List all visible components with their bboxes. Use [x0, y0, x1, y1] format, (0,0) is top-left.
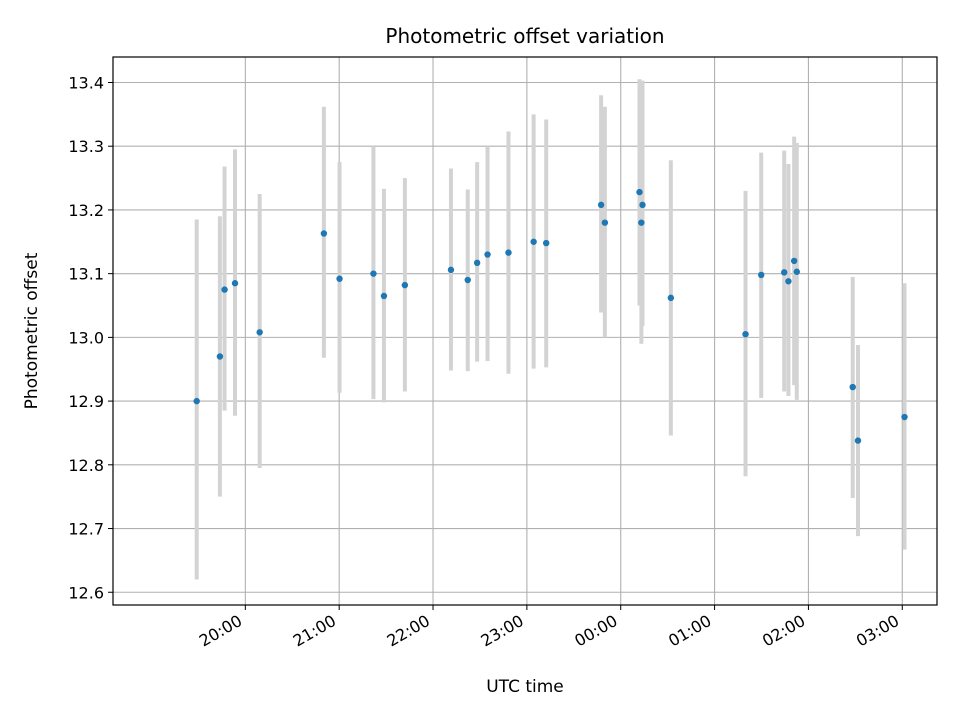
data-point [785, 278, 792, 285]
data-point [370, 270, 377, 277]
y-tick-label: 13.1 [68, 265, 104, 284]
data-point [256, 329, 263, 336]
data-point [380, 292, 388, 300]
data-point [742, 330, 749, 338]
data-point [320, 230, 328, 237]
y-tick-label: 12.6 [68, 583, 104, 602]
data-point [484, 251, 491, 258]
y-axis-ticks: 12.6 12.7 12.8 12.9 13.0 13.1 13.2 13.3 13.4 [68, 73, 113, 602]
data-point [530, 238, 537, 245]
data-point [216, 353, 224, 360]
data-point [639, 201, 646, 209]
y-tick-label: 12.8 [68, 456, 104, 475]
data-point [854, 437, 862, 444]
grid-layer [113, 57, 937, 605]
data-point [901, 413, 908, 421]
data-point [793, 268, 800, 275]
data-point [193, 397, 200, 405]
data-point [781, 269, 788, 276]
data-point [336, 275, 343, 282]
y-tick-label: 13.4 [68, 73, 104, 92]
data-point [849, 383, 856, 391]
data-point [790, 257, 798, 265]
data-point [401, 281, 409, 289]
plot-frame [112, 56, 938, 606]
data-point [758, 271, 765, 279]
data-point [231, 280, 239, 287]
y-tick-label: 13.0 [68, 328, 104, 347]
chart-title: Photometric offset variation [385, 24, 664, 48]
data-point [597, 201, 605, 209]
y-tick-label: 13.3 [68, 137, 104, 156]
y-tick-label: 12.7 [68, 520, 104, 539]
data-point [464, 276, 471, 284]
data-point [221, 286, 228, 293]
data-point [543, 239, 550, 247]
point-layer [193, 188, 908, 444]
x-axis-title: UTC time [486, 677, 564, 697]
data-point [505, 249, 512, 256]
data-point [601, 219, 609, 226]
y-axis-title: Photometric offset [22, 252, 42, 409]
y-tick-label: 12.9 [68, 392, 104, 411]
data-point [636, 188, 643, 196]
data-point [447, 266, 455, 274]
data-point [638, 219, 645, 226]
data-point [667, 294, 675, 302]
data-point [473, 259, 481, 267]
y-tick-label: 13.2 [68, 201, 104, 220]
